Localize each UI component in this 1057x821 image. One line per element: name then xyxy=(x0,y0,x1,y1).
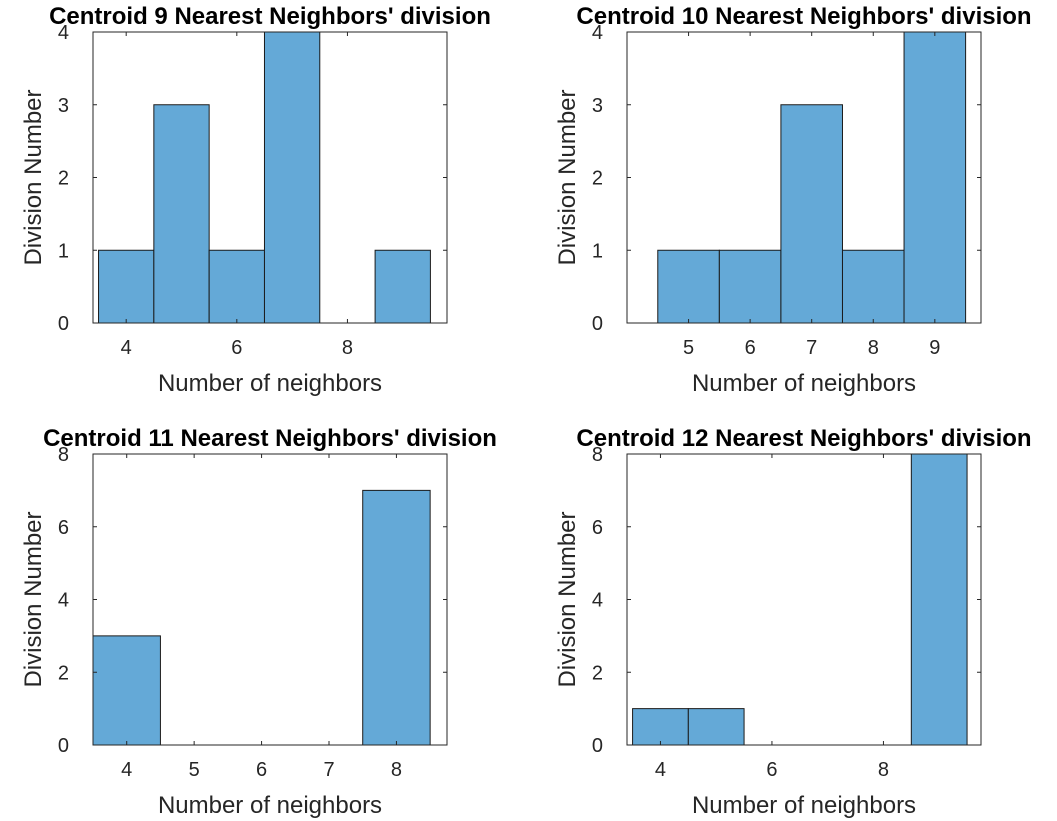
histogram-bar xyxy=(362,489,431,746)
x-tick-label: 4 xyxy=(121,337,132,359)
x-tick-label: 6 xyxy=(766,759,777,781)
chart-panel: 4 6 8 0 2 4 6 8 Number of neighbors Division Numb… xyxy=(554,425,1032,819)
histogram-bar xyxy=(718,249,782,324)
x-tick-label: 8 xyxy=(878,759,889,781)
x-tick-label: 5 xyxy=(189,759,200,781)
histogram-bar xyxy=(657,249,720,324)
y-tick-label: 0 xyxy=(592,313,603,335)
y-axis-label: Division Number xyxy=(554,89,581,265)
chart-title: Centroid 9 Nearest Neighbors' division xyxy=(49,3,491,30)
x-tick-label: 4 xyxy=(655,759,666,781)
y-tick-label: 0 xyxy=(58,313,69,335)
x-tick-label: 7 xyxy=(806,337,817,359)
histogram-bar xyxy=(632,708,689,746)
y-tick-label: 2 xyxy=(58,168,69,190)
x-axis-label: Number of neighbors xyxy=(158,792,382,819)
y-tick-label: 1 xyxy=(592,240,603,262)
histogram-bar xyxy=(374,249,431,324)
y-tick-label: 6 xyxy=(58,517,69,539)
y-tick-label: 1 xyxy=(58,240,69,262)
x-tick-label: 6 xyxy=(256,759,267,781)
x-axis-label: Number of neighbors xyxy=(692,792,916,819)
x-tick-label: 8 xyxy=(342,337,353,359)
x-axis-label: Number of neighbors xyxy=(158,370,382,397)
y-axis-label: Division Number xyxy=(20,511,47,687)
x-tick-label: 8 xyxy=(391,759,402,781)
y-tick-label: 8 xyxy=(58,444,69,466)
histogram-bar xyxy=(841,249,905,324)
y-tick-label: 2 xyxy=(58,662,69,684)
histogram-bar xyxy=(263,31,321,324)
histogram-bar xyxy=(903,31,967,324)
y-tick-label: 4 xyxy=(58,590,69,612)
y-axis-label: Division Number xyxy=(20,89,47,265)
chart-title: Centroid 11 Nearest Neighbors' division xyxy=(43,425,497,452)
chart-title: Centroid 10 Nearest Neighbors' division xyxy=(576,3,1031,30)
x-axis-label: Number of neighbors xyxy=(692,370,916,397)
histogram-bar xyxy=(780,104,843,324)
x-tick-label: 8 xyxy=(868,337,879,359)
x-tick-label: 9 xyxy=(929,337,940,359)
x-tick-label: 7 xyxy=(323,759,334,781)
y-tick-label: 8 xyxy=(592,444,603,466)
y-tick-label: 4 xyxy=(592,590,603,612)
y-tick-label: 0 xyxy=(592,735,603,757)
y-tick-label: 3 xyxy=(592,95,603,117)
y-axis-label: Division Number xyxy=(554,511,581,687)
histogram-bar xyxy=(98,249,155,324)
x-tick-label: 6 xyxy=(745,337,756,359)
y-tick-label: 2 xyxy=(592,168,603,190)
histogram-bar xyxy=(208,249,265,324)
y-tick-label: 4 xyxy=(58,22,69,44)
x-tick-label: 6 xyxy=(231,337,242,359)
histogram-bar xyxy=(687,708,745,746)
x-tick-label: 5 xyxy=(683,337,694,359)
histogram-bar xyxy=(153,104,210,324)
histogram-bar xyxy=(92,635,161,746)
y-tick-label: 0 xyxy=(58,735,69,757)
y-tick-label: 6 xyxy=(592,517,603,539)
chart-title: Centroid 12 Nearest Neighbors' division xyxy=(576,425,1031,452)
chart-panel: 4 6 8 0 1 2 3 4 Number of neighbors Division Numb… xyxy=(20,3,491,397)
chart-panel: 4 5 6 7 8 0 2 4 6 8 Number of neighbors Division Nu… xyxy=(20,425,497,819)
y-tick-label: 4 xyxy=(592,22,603,44)
histogram-bar xyxy=(910,453,968,746)
x-tick-label: 4 xyxy=(121,759,132,781)
y-tick-label: 2 xyxy=(592,662,603,684)
chart-panel: 5 6 7 8 9 0 1 2 3 4 Number of neighbors Division Nu… xyxy=(554,3,1032,397)
y-tick-label: 3 xyxy=(58,95,69,117)
